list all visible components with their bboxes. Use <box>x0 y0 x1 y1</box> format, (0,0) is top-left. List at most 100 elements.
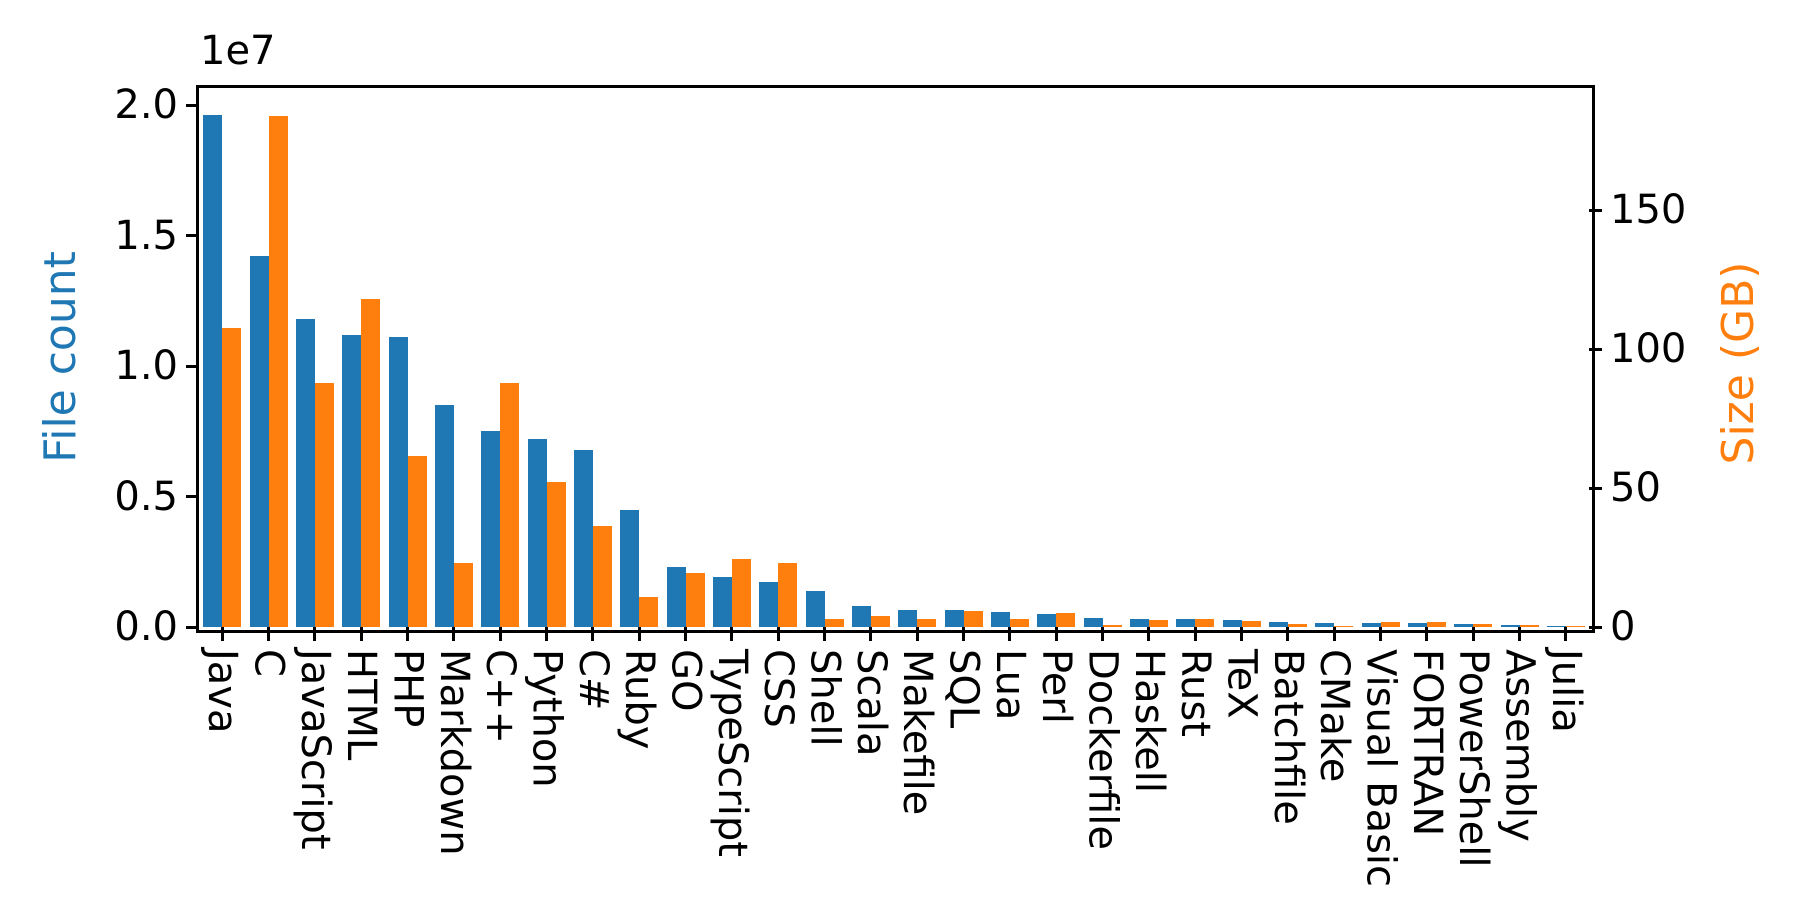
file-count-bar <box>203 115 223 627</box>
size-bar <box>1009 619 1029 627</box>
x-tick <box>498 627 502 641</box>
left-y-tick-label: 1.0 <box>114 343 178 389</box>
x-tick <box>1518 627 1521 641</box>
left-y-tick-label: 0.5 <box>114 473 178 520</box>
size-bar <box>546 482 566 627</box>
left-y-tick <box>186 495 199 498</box>
x-tick-label: Ruby <box>616 649 663 750</box>
size-bar <box>453 563 473 627</box>
x-tick <box>776 627 780 641</box>
file-count-bar <box>898 610 918 627</box>
file-count-bar <box>1546 626 1566 627</box>
size-bar <box>1056 613 1076 627</box>
x-tick <box>1147 627 1151 641</box>
size-bar <box>685 573 705 627</box>
x-tick <box>637 627 641 641</box>
x-tick <box>1379 627 1382 641</box>
file-count-bar <box>481 431 501 627</box>
size-bar <box>1380 622 1400 627</box>
x-tick <box>1286 627 1290 641</box>
size-bar <box>1241 621 1261 627</box>
file-count-bar <box>527 439 547 627</box>
x-tick <box>915 627 919 641</box>
size-bar <box>963 611 983 627</box>
right-y-tick-label: 50 <box>1610 465 1661 511</box>
file-count-bar <box>944 610 964 627</box>
x-tick-label: Python <box>523 649 570 788</box>
x-tick <box>313 627 317 641</box>
x-tick <box>406 627 409 641</box>
x-tick <box>1332 627 1336 641</box>
x-tick <box>1240 627 1243 641</box>
file-count-bar <box>1129 619 1149 627</box>
x-tick-label: C# <box>569 649 616 711</box>
x-tick-label: Visual Basic <box>1357 649 1404 888</box>
size-bar <box>1102 625 1122 627</box>
x-tick-label: Rust <box>1172 649 1219 737</box>
x-tick <box>1054 627 1058 641</box>
x-tick-label: CMake <box>1311 649 1358 783</box>
size-bar <box>1287 624 1307 627</box>
left-y-tick <box>186 625 199 629</box>
file-count-bar <box>1268 622 1288 627</box>
x-tick <box>869 627 873 641</box>
x-tick-label: Java <box>199 649 246 734</box>
left-y-tick-label: 1.5 <box>114 212 178 259</box>
x-tick-label: Julia <box>1542 649 1589 733</box>
file-count-bar <box>1037 614 1057 627</box>
file-count-bar <box>1500 625 1520 627</box>
size-bar <box>824 619 844 627</box>
file-count-bar <box>573 450 593 627</box>
x-tick-label: TeX <box>1218 649 1265 719</box>
x-tick <box>730 627 734 641</box>
x-tick <box>267 627 270 641</box>
file-count-bar <box>434 405 454 627</box>
x-tick-label: Shell <box>801 649 848 747</box>
size-bar <box>1519 625 1539 627</box>
x-tick-label: FORTRAN <box>1403 649 1450 837</box>
right-y-tick <box>1589 208 1602 212</box>
file-count-bar <box>805 591 825 627</box>
size-bar <box>268 116 288 627</box>
x-tick <box>1008 627 1012 641</box>
file-count-bar <box>1407 623 1427 627</box>
size-bar <box>778 563 798 627</box>
x-tick <box>1471 627 1475 641</box>
file-count-bar <box>1361 623 1381 627</box>
axis-offset-text: 1e7 <box>200 28 276 74</box>
file-count-bar <box>1083 618 1103 627</box>
left-y-tick <box>186 103 199 107</box>
size-bar <box>592 526 612 627</box>
x-tick-label: TypeScript <box>708 649 755 857</box>
file-count-bar <box>342 335 362 627</box>
x-tick-label: Haskell <box>1125 649 1172 794</box>
right-y-tick-label: 150 <box>1610 187 1687 233</box>
file-count-bar <box>990 612 1010 627</box>
x-tick-label: PHP <box>384 649 431 728</box>
size-bar <box>1426 622 1446 627</box>
x-tick-label: Perl <box>1033 649 1080 724</box>
size-bar <box>917 619 937 627</box>
size-bar <box>639 597 659 627</box>
x-tick <box>823 627 826 641</box>
size-bar <box>1195 619 1215 627</box>
x-tick <box>591 627 595 641</box>
size-bar <box>1565 626 1585 627</box>
x-tick <box>545 627 548 641</box>
x-tick-label: C <box>245 649 292 677</box>
file-count-bar <box>1222 620 1242 627</box>
right-y-tick-label: 100 <box>1610 326 1687 372</box>
size-bar <box>1148 620 1168 627</box>
size-bar <box>361 299 381 627</box>
size-bar <box>222 328 242 627</box>
size-bar <box>1473 624 1493 627</box>
file-count-bar <box>249 256 269 627</box>
right-y-tick-label: 0 <box>1610 604 1636 650</box>
size-bar <box>314 383 334 627</box>
right-y-tick <box>1589 625 1602 629</box>
x-tick-label: Makefile <box>894 649 941 816</box>
right-y-tick <box>1589 486 1602 490</box>
left-y-tick <box>186 364 199 368</box>
left-y-tick-label: 2.0 <box>114 82 178 128</box>
